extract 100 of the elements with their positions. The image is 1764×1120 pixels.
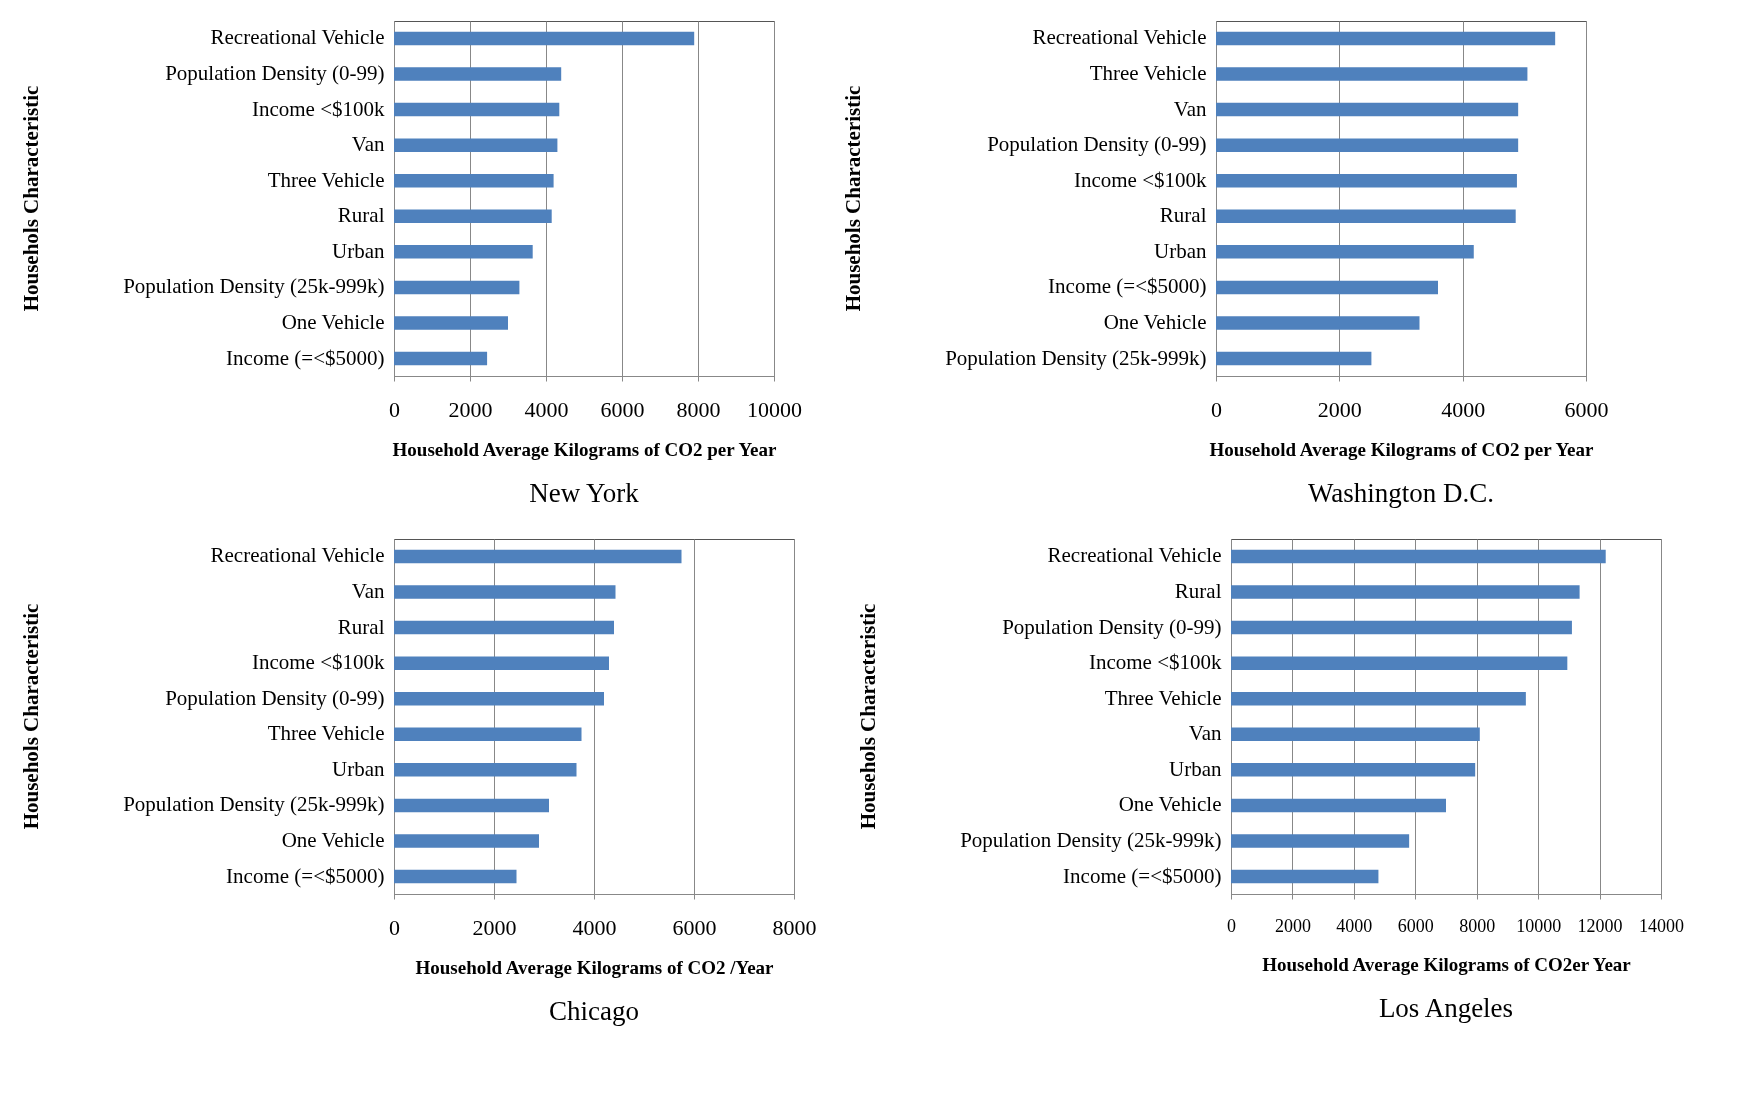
bar <box>1231 834 1410 848</box>
bar <box>394 173 554 188</box>
y-axis-title: Househols Characteristic <box>841 85 866 312</box>
bar <box>1231 691 1526 706</box>
bar <box>394 138 558 152</box>
bar <box>394 763 577 777</box>
bar <box>1216 67 1528 81</box>
x-tick-label: 4000 <box>572 914 617 940</box>
bar <box>394 245 533 259</box>
bar <box>394 869 517 884</box>
x-tick-label: 14000 <box>1639 915 1684 936</box>
y-tick-label: Population Density (25k-999k) <box>123 274 385 299</box>
bar <box>394 549 682 564</box>
x-tick-label: 12000 <box>1577 915 1623 936</box>
y-tick-label: Three Vehicle <box>267 721 385 746</box>
x-tick-label: 2000 <box>1274 915 1311 936</box>
x-tick-label: 2000 <box>1317 396 1362 422</box>
y-tick-label: Van <box>351 579 385 603</box>
x-tick-label: 8000 <box>772 914 817 940</box>
x-tick-label: 2000 <box>472 914 517 940</box>
x-tick-label: 4000 <box>1441 396 1486 422</box>
y-tick-label: Income <$100k <box>251 650 385 675</box>
bar <box>394 691 604 706</box>
y-axis-title: Househols Characteristic <box>856 603 881 830</box>
bar <box>1231 549 1606 564</box>
bar <box>1231 620 1572 635</box>
x-axis-title: Household Average Kilograms of CO2 per Year <box>392 438 777 460</box>
y-tick-label: Recreational Vehicle <box>1032 25 1207 50</box>
x-axis-title: Household Average Kilograms of CO2 per Year <box>1209 438 1594 460</box>
y-tick-label: Urban <box>1169 756 1222 781</box>
bar <box>1231 763 1476 777</box>
bar <box>1216 31 1556 46</box>
y-tick-label: Rural <box>337 203 385 228</box>
y-tick-label: One Vehicle <box>281 828 385 852</box>
x-axis-title: Household Average Kilograms of CO2er Year <box>1262 953 1632 975</box>
bar <box>1216 351 1372 366</box>
bar <box>394 102 560 117</box>
x-tick-label: 2000 <box>448 396 493 422</box>
y-tick-label: Population Density (25k-999k) <box>960 828 1222 852</box>
x-tick-label: 8000 <box>1459 915 1496 936</box>
y-tick-label: Van <box>351 132 385 157</box>
y-tick-label: Population Density (25k-999k) <box>945 345 1207 370</box>
y-tick-label: Income <$100k <box>1073 167 1207 192</box>
x-tick-label: 0 <box>389 914 400 940</box>
y-tick-label: Income (=<$5000) <box>1048 274 1207 299</box>
bar <box>1231 656 1568 670</box>
y-tick-label: Income (=<$5000) <box>226 863 385 888</box>
y-tick-label: Urban <box>332 756 385 781</box>
text: New York <box>529 478 640 508</box>
text: Chicago <box>549 996 639 1026</box>
bar <box>394 280 520 295</box>
y-tick-label: Recreational Vehicle <box>1047 543 1222 568</box>
y-tick-label: Van <box>1188 721 1222 746</box>
x-tick-label: 6000 <box>600 396 645 422</box>
bar <box>1216 280 1438 295</box>
y-tick-label: Rural <box>1174 579 1222 603</box>
y-tick-label: One Vehicle <box>1103 310 1207 334</box>
bar <box>1216 316 1420 330</box>
y-tick-label: Income <$100k <box>1088 650 1222 675</box>
bar <box>1216 209 1516 224</box>
x-tick-label: 0 <box>1211 396 1222 422</box>
y-tick-label: Population Density (0-99) <box>165 685 385 710</box>
y-tick-label: Van <box>1173 96 1207 121</box>
y-tick-label: Population Density (0-99) <box>987 132 1207 157</box>
x-tick-label: 6000 <box>672 914 717 940</box>
bar <box>394 31 695 46</box>
x-tick-label: 4000 <box>524 396 569 422</box>
bar <box>394 316 508 330</box>
bar <box>394 585 616 599</box>
x-tick-label: 10000 <box>1516 915 1562 936</box>
y-tick-label: Rural <box>337 614 385 639</box>
bar <box>394 620 614 635</box>
x-tick-label: 10000 <box>747 396 802 422</box>
bar <box>1216 173 1517 188</box>
y-axis-title: Househols Characteristic <box>19 603 44 830</box>
y-tick-label: Three Vehicle <box>1089 61 1207 85</box>
x-tick-label: 6000 <box>1397 915 1434 936</box>
bar <box>394 351 488 366</box>
text: Washington D.C. <box>1307 478 1495 508</box>
y-tick-label: Population Density (0-99) <box>1002 614 1222 639</box>
x-tick-label: 6000 <box>1564 396 1609 422</box>
bar <box>394 656 609 670</box>
y-tick-label: One Vehicle <box>281 310 385 334</box>
y-tick-label: Urban <box>1154 238 1207 263</box>
bar <box>394 798 549 813</box>
x-tick-label: 0 <box>1227 915 1236 936</box>
bar <box>1216 102 1519 117</box>
y-tick-label: Recreational Vehicle <box>210 25 385 50</box>
bar <box>1231 869 1379 884</box>
y-tick-label: Rural <box>1159 203 1207 228</box>
y-tick-label: Three Vehicle <box>1104 685 1222 710</box>
text: Los Angeles <box>1378 993 1514 1023</box>
y-tick-label: Recreational Vehicle <box>210 543 385 568</box>
x-axis-title: Household Average Kilograms of CO2 /Year <box>415 956 775 978</box>
bar <box>1231 585 1580 599</box>
y-tick-label: Population Density (0-99) <box>165 61 385 85</box>
bar <box>1231 798 1446 813</box>
x-tick-label: 8000 <box>676 396 721 422</box>
bar <box>1216 138 1519 152</box>
y-tick-label: Income (=<$5000) <box>1063 863 1222 888</box>
